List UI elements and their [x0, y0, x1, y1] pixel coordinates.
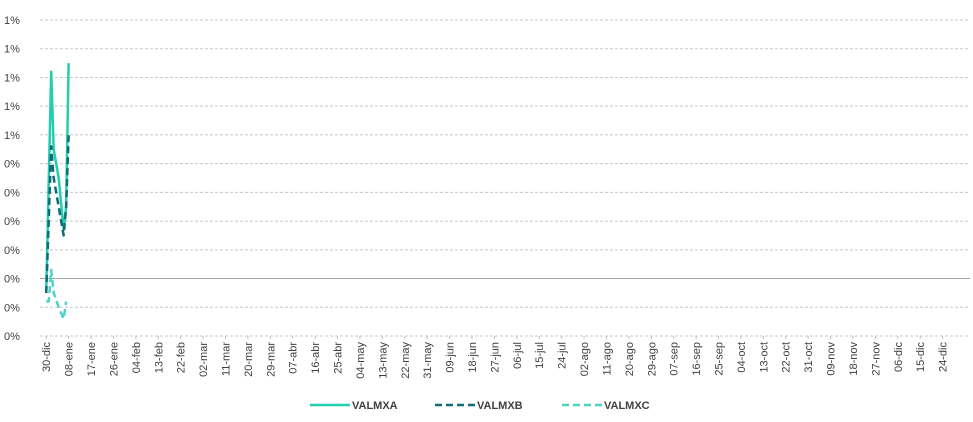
x-tick-label: 24-dic [938, 342, 950, 372]
x-tick-label: 30-dic [41, 342, 53, 372]
x-tick-label: 25-abr [333, 342, 345, 374]
y-tick-label: 0% [4, 245, 20, 257]
y-tick-label: 1% [4, 130, 20, 142]
x-tick-label: 31-oct [803, 342, 815, 373]
x-tick-label: 11-mar [221, 342, 233, 376]
legend-label: VALMXA [352, 400, 398, 412]
x-tick-label: 06-dic [893, 342, 905, 372]
y-tick-label: 0% [4, 187, 20, 199]
x-tick-label: 15-jul [534, 342, 546, 369]
x-tick-label: 09-nov [826, 342, 838, 376]
x-tick-label: 08-ene [64, 342, 76, 376]
x-tick-label: 22-may [400, 342, 412, 379]
x-tick-label: 29-ago [646, 342, 658, 376]
y-tick-label: 0% [4, 216, 20, 228]
x-tick-label: 18-nov [848, 342, 860, 376]
x-tick-label: 04-feb [131, 342, 143, 373]
x-tick-label: 22-feb [176, 342, 188, 373]
x-tick-label: 02-mar [198, 342, 210, 377]
y-tick-label: 0% [4, 302, 20, 314]
x-tick-label: 25-sep [714, 342, 726, 376]
y-tick-label: 1% [4, 72, 20, 84]
y-tick-label: 1% [4, 101, 20, 113]
x-tick-label: 07-abr [288, 342, 300, 374]
legend-label: VALMXC [604, 400, 650, 412]
x-tick-label: 17-ene [86, 342, 98, 376]
x-tick-label: 27-nov [870, 342, 882, 376]
x-tick-label: 29-mar [265, 342, 277, 377]
y-tick-label: 1% [4, 15, 20, 27]
x-tick-label: 27-jun [489, 342, 501, 373]
x-tick-label: 13-may [377, 342, 389, 379]
series-line [44, 134, 70, 293]
x-tick-label: 24-jul [557, 342, 569, 369]
x-tick-label: 18-jun [467, 342, 479, 373]
x-tick-label: 04-oct [736, 342, 748, 373]
y-tick-label: 0% [4, 159, 20, 171]
x-tick-label: 06-jul [512, 342, 524, 369]
x-tick-label: 22-oct [781, 342, 793, 373]
x-tick-label: 20-ago [624, 342, 636, 376]
series-line [46, 268, 68, 321]
y-tick-label: 0% [4, 331, 20, 343]
x-tick-label: 11-ago [601, 342, 613, 375]
x-tick-label: 13-oct [758, 342, 770, 373]
legend-label: VALMXB [477, 400, 523, 412]
x-tick-label: 16-abr [310, 342, 322, 374]
y-tick-label: 0% [4, 274, 20, 286]
x-tick-label: 31-may [422, 342, 434, 379]
x-tick-label: 07-sep [669, 342, 681, 376]
x-tick-label: 09-jun [445, 342, 457, 373]
x-tick-label: 26-ene [108, 342, 120, 376]
x-tick-label: 20-mar [243, 342, 255, 377]
x-tick-label: 16-sep [691, 342, 703, 376]
x-tick-label: 02-ago [579, 342, 591, 376]
y-tick-label: 1% [4, 44, 20, 56]
x-tick-label: 04-may [355, 342, 367, 379]
x-tick-label: 13-feb [153, 342, 165, 373]
x-tick-label: 15-dic [915, 342, 927, 372]
